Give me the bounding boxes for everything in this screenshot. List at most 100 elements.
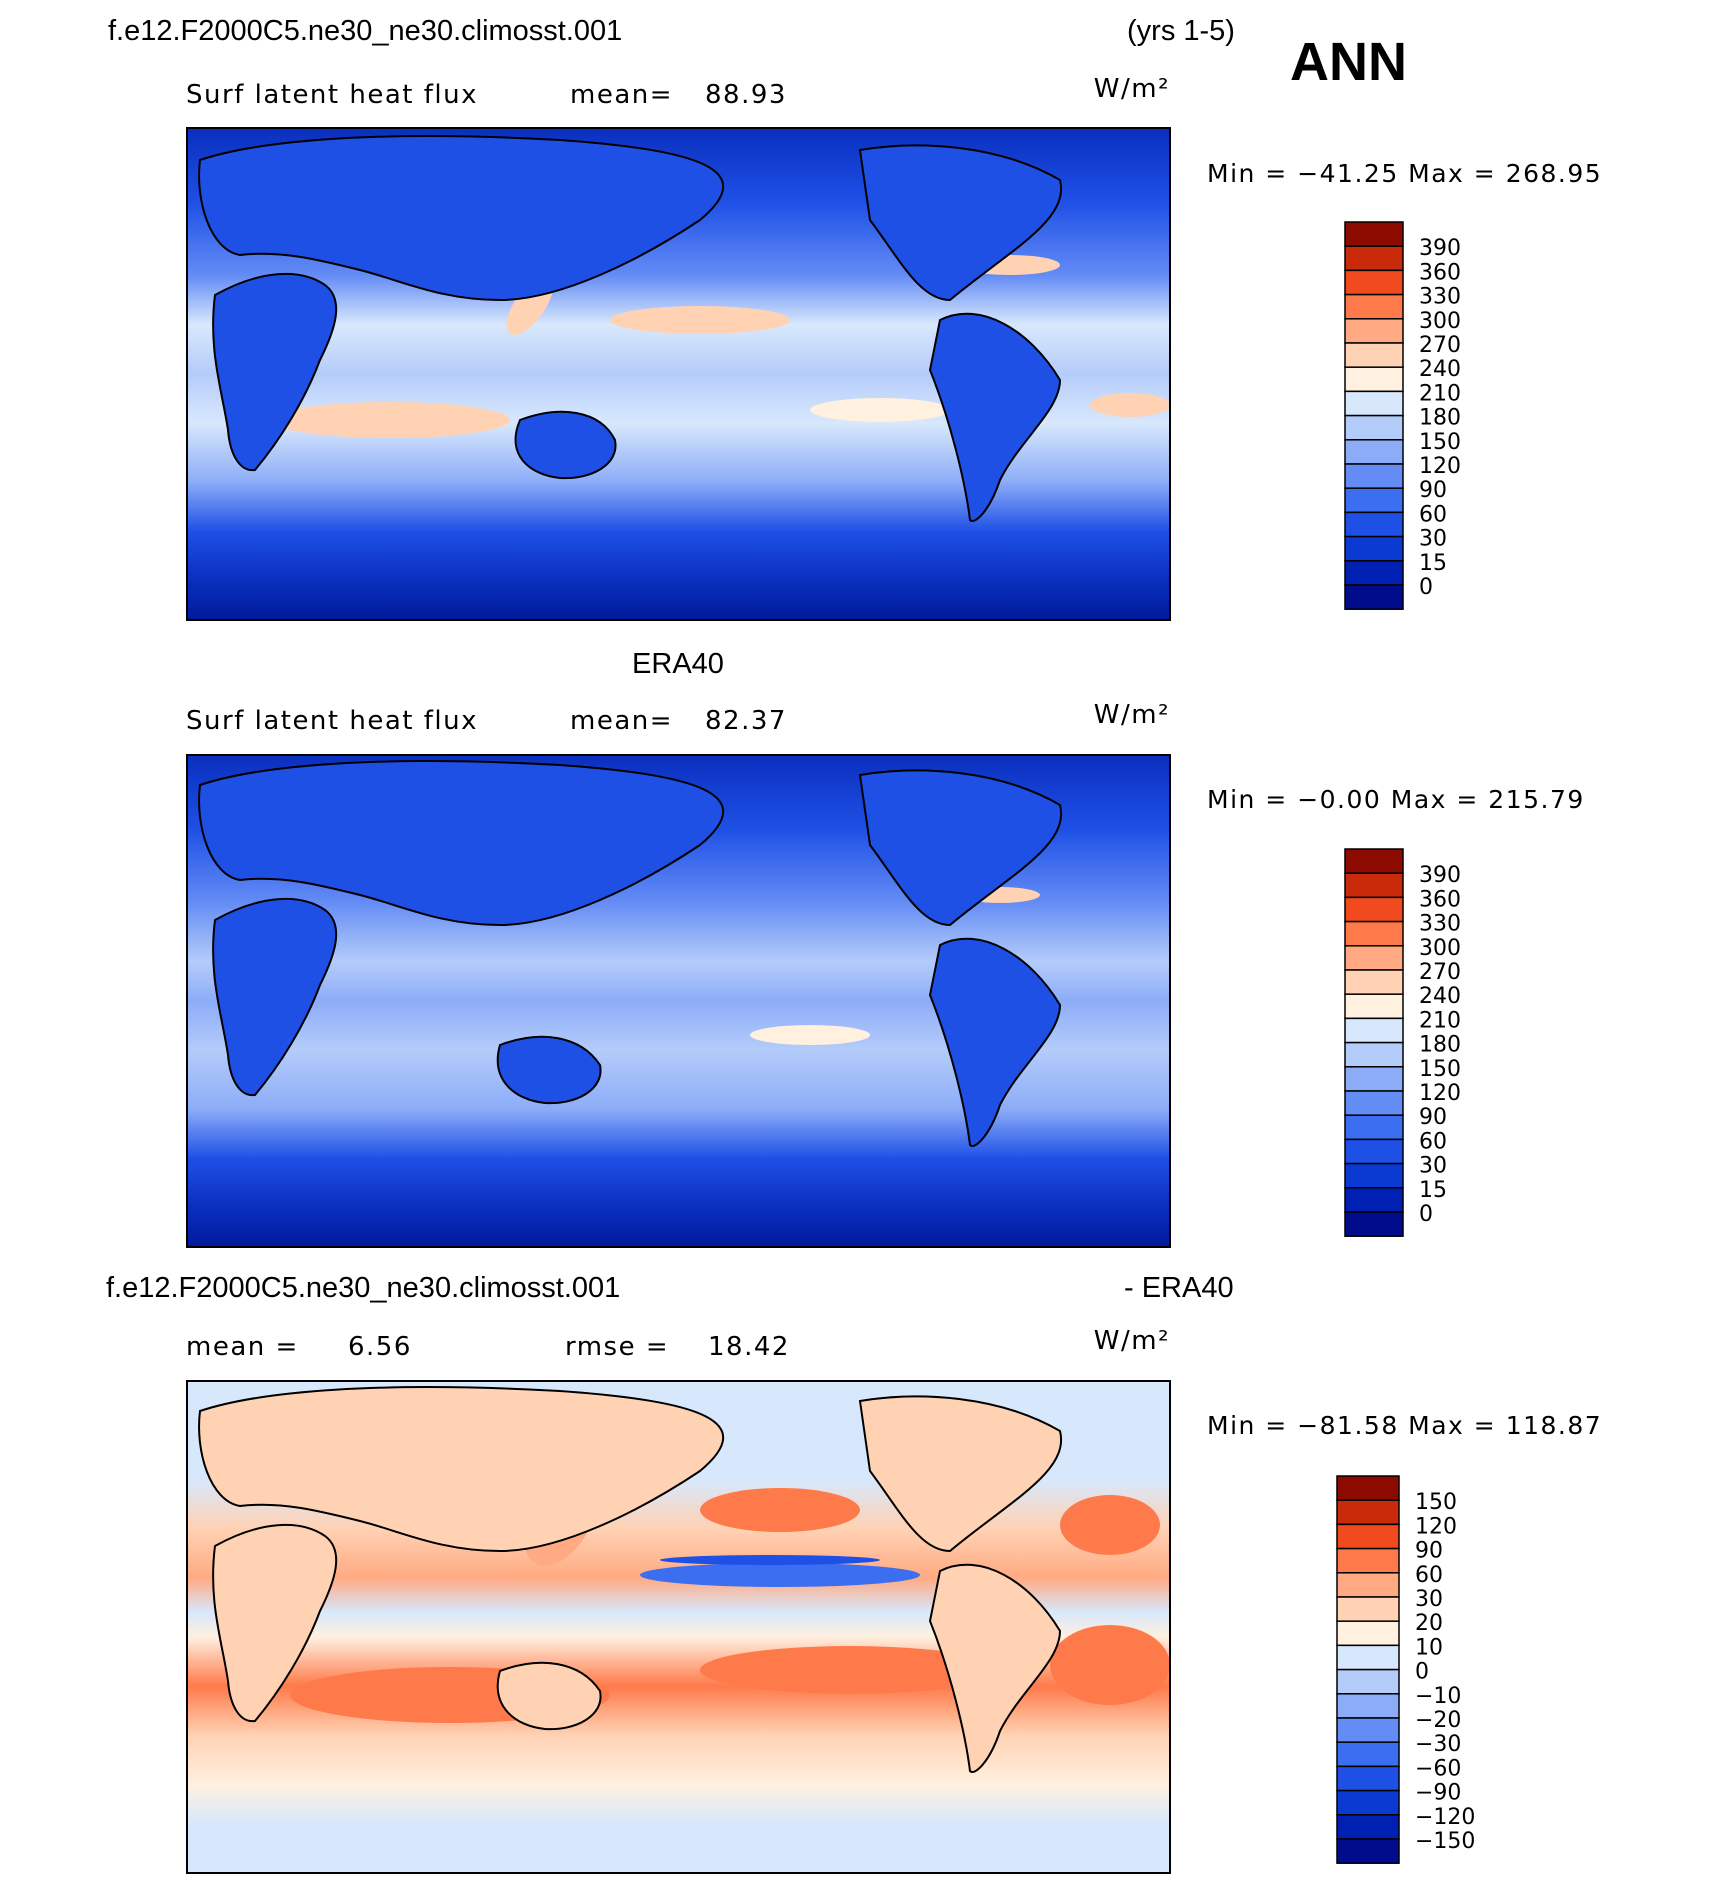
colorbar-box	[1344, 414, 1404, 441]
colorbar-tick-label: 150	[1419, 430, 1461, 455]
colorbar-tick-label: −60	[1415, 1756, 1461, 1781]
colorbar-box	[1336, 1838, 1400, 1864]
panel-3: f.e12.F2000C5.ne30_ne30.climosst.001 - E…	[106, 1272, 1602, 1874]
colorbar-box	[1344, 439, 1404, 465]
colorbar-tick-label: 90	[1419, 1105, 1447, 1130]
colorbar-tick-label: 360	[1419, 887, 1461, 912]
colorbar-box	[1344, 584, 1404, 610]
colorbar-box	[1344, 969, 1404, 995]
panel-3-mean-label: mean =	[186, 1332, 299, 1362]
colorbar-tick-label: 390	[1419, 863, 1461, 888]
colorbar-tick-label: 240	[1419, 357, 1461, 382]
colorbar-tick-label: 60	[1415, 1563, 1443, 1588]
colorbar-tick-label: 60	[1419, 1129, 1447, 1154]
case-title: f.e12.F2000C5.ne30_ne30.climosst.001	[108, 15, 622, 47]
colorbar-box	[1336, 1741, 1400, 1768]
colorbar-box	[1336, 1668, 1400, 1695]
colorbar-tick-label: 150	[1415, 1490, 1457, 1515]
colorbar-box	[1336, 1644, 1400, 1671]
years-label: (yrs 1-5)	[1127, 15, 1235, 47]
colorbar-box	[1344, 221, 1404, 247]
colorbar-box	[1344, 1041, 1404, 1068]
colorbar-tick-label: 180	[1419, 1033, 1461, 1058]
colorbar-box	[1344, 1017, 1404, 1044]
season-label: ANN	[1290, 32, 1407, 92]
panel-1-map-frame	[186, 127, 1171, 621]
panel-1: f.e12.F2000C5.ne30_ne30.climosst.001 (yr…	[108, 15, 1601, 621]
colorbar-tick-label: 270	[1419, 960, 1461, 985]
colorbar-box	[1344, 1187, 1404, 1213]
panel-2-map-frame	[186, 754, 1171, 1248]
colorbar-tick-label: 390	[1419, 236, 1461, 261]
colorbar-tick-label: 150	[1419, 1057, 1461, 1082]
panel-2-feature	[750, 1025, 870, 1045]
panel-1-units: W/m²	[1094, 74, 1170, 104]
colorbar-box	[1336, 1475, 1400, 1501]
colorbar-box	[1344, 1114, 1404, 1141]
colorbar-box	[1336, 1814, 1400, 1840]
panel-3-min-max: Min = −81.58 Max = 118.87	[1207, 1411, 1602, 1440]
colorbar-box	[1336, 1596, 1400, 1622]
panel-2-map	[187, 755, 1170, 1247]
colorbar-box	[1344, 1090, 1404, 1116]
panel-1-feature	[270, 402, 510, 438]
colorbar-box	[1344, 1138, 1404, 1165]
panel-3-units: W/m²	[1094, 1326, 1170, 1356]
colorbar-box	[1344, 560, 1404, 586]
panel-1-feature	[610, 306, 790, 334]
colorbar-tick-label: 210	[1419, 1008, 1461, 1033]
colorbar-box	[1344, 463, 1404, 489]
colorbar-box	[1344, 390, 1404, 417]
colorbar-box	[1344, 848, 1404, 874]
colorbar-box	[1344, 366, 1404, 393]
colorbar-box	[1344, 872, 1404, 899]
colorbar-tick-label: 30	[1415, 1587, 1443, 1612]
colorbar-tick-label: 0	[1419, 575, 1433, 600]
colorbar-box	[1344, 993, 1404, 1020]
panel-3-rmse-value: 18.42	[708, 1332, 790, 1362]
panel-2-mean-label: mean=	[570, 706, 673, 736]
colorbar-tick-label: 180	[1419, 406, 1461, 431]
panel-3-map-frame	[186, 1380, 1171, 1874]
panel-3-title-right: - ERA40	[1124, 1272, 1234, 1304]
panel-1-field-label: Surf latent heat flux	[186, 80, 478, 110]
panel-1-mean-value: 88.93	[705, 80, 787, 110]
colorbar-box	[1336, 1499, 1400, 1526]
colorbar-box	[1336, 1572, 1400, 1598]
colorbar-tick-label: −30	[1415, 1732, 1461, 1757]
colorbar-tick-label: 120	[1415, 1514, 1457, 1539]
colorbar-box	[1344, 1211, 1404, 1237]
colorbar-tick-label: 300	[1419, 936, 1461, 961]
panel-1-continents	[198, 135, 1063, 522]
panel-3-feature	[660, 1555, 880, 1565]
panel-2: ERA40 Surf latent heat flux mean= 82.37 …	[186, 648, 1585, 1248]
panel-1-feature	[810, 398, 950, 422]
panel-1-mean-label: mean=	[570, 80, 673, 110]
colorbar-box	[1344, 293, 1404, 320]
panel-3-continents	[198, 1386, 1063, 1773]
colorbar-box	[1336, 1620, 1400, 1647]
colorbar-tick-label: −10	[1415, 1684, 1461, 1709]
colorbar-tick-label: 10	[1415, 1635, 1443, 1660]
colorbar-box	[1344, 920, 1404, 947]
colorbar-tick-label: 300	[1419, 309, 1461, 334]
colorbar-box	[1336, 1523, 1400, 1550]
colorbar-box	[1344, 487, 1404, 514]
panel-2-field-label: Surf latent heat flux	[186, 706, 478, 736]
colorbar-tick-label: 120	[1419, 1081, 1461, 1106]
panel-2-mean-value: 82.37	[705, 706, 787, 736]
colorbar-tick-label: 240	[1419, 984, 1461, 1009]
colorbar-tick-label: 0	[1419, 1202, 1433, 1227]
colorbar-tick-label: 30	[1419, 1154, 1447, 1179]
colorbar-box	[1344, 945, 1404, 971]
colorbar-tick-label: −20	[1415, 1708, 1461, 1733]
colorbar-box	[1344, 245, 1404, 272]
panel-1-map	[187, 128, 1170, 620]
colorbar-box	[1344, 342, 1404, 368]
colorbar-tick-label: 90	[1419, 478, 1447, 503]
panel-2-min-max: Min = −0.00 Max = 215.79	[1207, 785, 1585, 814]
colorbar-box	[1344, 318, 1404, 344]
panel-3-rmse-label: rmse =	[565, 1332, 669, 1362]
